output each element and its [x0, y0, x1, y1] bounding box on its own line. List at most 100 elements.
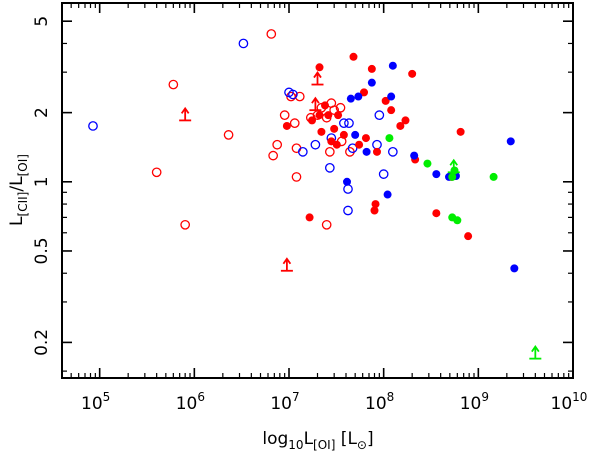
x-axis-title-prefix-sub: 10	[288, 438, 303, 452]
red-filled-marker	[349, 52, 358, 61]
red-filled-marker	[396, 121, 405, 130]
blue-filled-marker	[388, 61, 397, 70]
blue-open-marker	[324, 163, 335, 173]
blue-open-marker	[387, 147, 398, 157]
red-open-marker	[151, 167, 162, 178]
red-filled-marker	[370, 206, 379, 215]
blue-filled-marker	[387, 92, 396, 101]
blue-filled-marker	[343, 177, 352, 186]
red-filled-marker	[360, 88, 369, 97]
red-filled-marker	[317, 127, 326, 136]
y-tick-label: 2	[32, 107, 52, 118]
x-tick-label: 106	[176, 390, 205, 414]
green-lower-limit-marker	[447, 158, 460, 174]
green-filled-marker	[448, 172, 457, 181]
blue-open-marker	[310, 139, 321, 150]
blue-filled-marker	[432, 170, 441, 179]
x-tick-label-exp: 5	[103, 390, 111, 404]
red-open-marker	[321, 219, 332, 230]
x-tick-label: 108	[365, 390, 394, 414]
x-tick-label-exp: 7	[292, 390, 300, 404]
blue-filled-marker	[354, 92, 363, 101]
green-filled-marker	[423, 159, 432, 168]
red-open-marker	[268, 150, 278, 161]
red-filled-marker	[320, 101, 329, 110]
blue-open-marker	[88, 121, 98, 131]
x-axis-title-unit-open: [L	[335, 429, 357, 449]
x-tick-label: 109	[460, 390, 489, 414]
red-open-marker	[324, 147, 335, 157]
points-layer	[88, 29, 542, 360]
blue-open-marker	[374, 110, 385, 121]
y-tick-label: 0.2	[32, 329, 52, 356]
red-filled-marker	[282, 121, 291, 130]
blue-open-marker	[347, 143, 358, 154]
red-open-marker	[272, 139, 283, 150]
y-axis-title-sep: /L	[7, 176, 27, 192]
red-filled-marker	[371, 200, 380, 209]
y-axis-title-main-sub: [CII]	[16, 192, 30, 217]
x-tick-label-exp: 8	[387, 390, 395, 404]
red-lower-limit-marker	[179, 106, 192, 122]
red-filled-marker	[305, 213, 314, 222]
red-open-marker	[223, 130, 234, 140]
blue-open-marker	[344, 118, 354, 128]
x-axis-title-main: L	[304, 429, 314, 449]
x-tick-label-base: 10	[460, 394, 482, 414]
x-axis-title-prefix: log	[262, 429, 288, 449]
red-open-marker	[291, 172, 302, 182]
blue-open-marker	[238, 38, 249, 49]
blue-filled-marker	[367, 78, 376, 87]
green-filled-marker	[385, 134, 394, 143]
red-open-marker	[291, 143, 302, 154]
plot-frame	[61, 2, 574, 379]
blue-filled-marker	[510, 264, 519, 273]
red-filled-marker	[315, 111, 324, 120]
y-tick-label: 0.5	[32, 237, 52, 264]
blue-open-marker	[288, 89, 298, 100]
red-filled-marker	[408, 69, 417, 78]
red-filled-marker	[308, 116, 317, 125]
x-axis-title-main-sub: [OI]	[313, 438, 335, 452]
x-tick-label: 1010	[551, 390, 588, 414]
red-open-marker	[294, 91, 305, 102]
y-tick-label: 5	[32, 16, 52, 27]
red-filled-marker	[330, 124, 339, 133]
blue-filled-marker	[383, 190, 392, 199]
blue-filled-marker	[351, 130, 360, 139]
blue-filled-marker	[362, 147, 371, 156]
x-tick-label: 105	[81, 390, 110, 414]
red-open-marker	[279, 110, 290, 121]
red-filled-marker	[464, 232, 473, 241]
x-tick-label-exp: 10	[572, 390, 587, 404]
red-open-marker	[180, 219, 191, 230]
red-filled-marker	[387, 106, 396, 115]
x-tick-label: 107	[270, 390, 299, 414]
red-filled-marker	[332, 140, 341, 149]
green-filled-marker	[453, 216, 462, 225]
y-tick-label: 1	[32, 176, 52, 187]
x-tick-label-base: 10	[81, 394, 103, 414]
blue-open-marker	[343, 184, 353, 194]
red-lower-limit-marker	[280, 257, 293, 272]
blue-open-marker	[297, 147, 308, 157]
red-open-marker	[335, 102, 346, 113]
x-axis-title: log10L[OI] [L⊙]	[262, 429, 373, 452]
red-filled-marker	[401, 116, 410, 125]
red-filled-marker	[372, 147, 381, 156]
blue-filled-marker	[410, 151, 419, 160]
red-open-marker	[266, 29, 277, 39]
red-filled-marker	[456, 127, 465, 136]
red-open-marker	[168, 79, 179, 90]
red-filled-marker	[432, 209, 441, 218]
x-axis-title-unit-sub: ⊙	[357, 438, 367, 452]
x-tick-label-base: 10	[270, 394, 292, 414]
red-filled-marker	[339, 130, 348, 139]
green-filled-marker	[489, 172, 498, 181]
x-tick-label-base: 10	[176, 394, 198, 414]
red-filled-marker	[315, 63, 324, 72]
red-lower-limit-marker	[311, 70, 324, 86]
blue-filled-marker	[346, 94, 355, 103]
